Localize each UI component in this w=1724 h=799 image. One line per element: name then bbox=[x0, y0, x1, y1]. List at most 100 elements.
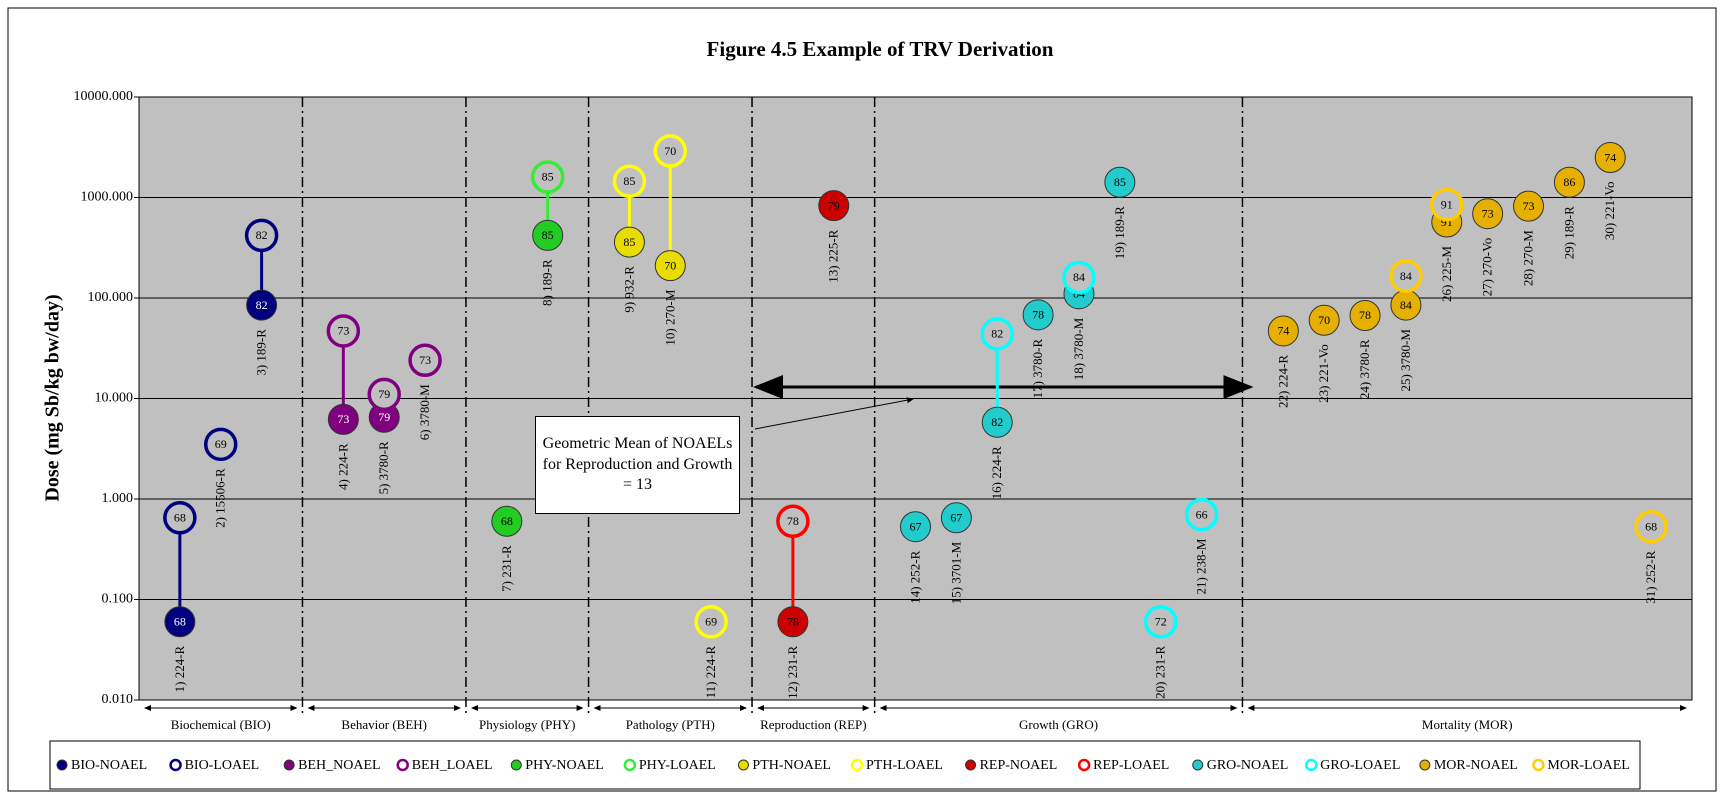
score-label: 84 bbox=[1073, 270, 1085, 284]
y-tick-label: 0.100 bbox=[102, 592, 134, 607]
score-label: 69 bbox=[215, 437, 227, 451]
score-label: 73 bbox=[419, 353, 431, 367]
score-label: 74 bbox=[1277, 324, 1289, 338]
score-label: 82 bbox=[256, 298, 268, 312]
y-tick-label: 10000.000 bbox=[74, 89, 134, 104]
score-label: 74 bbox=[1604, 150, 1616, 164]
noael-marker bbox=[1513, 190, 1545, 222]
study-label: 12) 231-R bbox=[785, 645, 800, 698]
y-tick-label: 10.000 bbox=[95, 391, 134, 406]
noael-marker bbox=[491, 505, 523, 537]
study-label: 29) 189-R bbox=[1561, 206, 1576, 259]
study-label: 22) 224-R bbox=[1275, 355, 1290, 408]
study-label: 18) 3780-M bbox=[1071, 317, 1086, 380]
score-label: 73 bbox=[337, 324, 349, 338]
study-label: 30) 221-Vo bbox=[1602, 182, 1617, 241]
group-label: Behavior (BEH) bbox=[341, 717, 427, 732]
loael-marker bbox=[1143, 605, 1178, 639]
legend-marker bbox=[56, 759, 68, 771]
legend-marker bbox=[1305, 758, 1318, 772]
legend-marker bbox=[1532, 758, 1545, 772]
loael-marker bbox=[244, 218, 279, 253]
group-label: Growth (GRO) bbox=[1019, 717, 1098, 732]
noael-marker bbox=[777, 606, 809, 638]
legend-label: PTH-LOAEL bbox=[866, 758, 943, 773]
study-label: 23) 221-Vo bbox=[1316, 344, 1331, 403]
noael-marker bbox=[1308, 304, 1340, 336]
noael-marker bbox=[818, 190, 850, 222]
loael-marker bbox=[776, 504, 810, 539]
noael-marker bbox=[246, 289, 278, 321]
noael-marker bbox=[900, 511, 931, 543]
score-label: 67 bbox=[910, 519, 922, 533]
legend-marker bbox=[283, 759, 295, 771]
noael-marker bbox=[327, 403, 359, 435]
legend-marker bbox=[510, 759, 522, 771]
group-label: Pathology (PTH) bbox=[626, 717, 715, 732]
loael-marker bbox=[203, 427, 238, 462]
group-label: Mortality (MOR) bbox=[1422, 717, 1513, 732]
loael-marker bbox=[653, 134, 688, 168]
score-label: 70 bbox=[1318, 313, 1330, 327]
score-label: 86 bbox=[1563, 175, 1575, 189]
loael-marker bbox=[980, 317, 1014, 351]
study-label: 25) 3780-M bbox=[1398, 329, 1413, 392]
legend-label: GRO-NOAEL bbox=[1207, 758, 1289, 773]
legend-label: REP-NOAEL bbox=[980, 758, 1058, 773]
study-label: 27) 270-Vo bbox=[1480, 238, 1495, 297]
study-label: 21) 238-M bbox=[1194, 538, 1209, 594]
loael-marker bbox=[163, 501, 197, 535]
legend-marker bbox=[1419, 759, 1431, 771]
score-label: 79 bbox=[378, 410, 390, 424]
score-label: 73 bbox=[1523, 199, 1535, 213]
noael-marker bbox=[164, 606, 196, 638]
loael-marker bbox=[1389, 259, 1423, 293]
legend-label: BIO-NOAEL bbox=[71, 758, 147, 773]
score-label: 78 bbox=[787, 514, 799, 528]
study-label: 24) 3780-R bbox=[1357, 339, 1372, 399]
study-label: 17) 3780-R bbox=[1030, 339, 1045, 399]
score-label: 84 bbox=[1400, 298, 1412, 312]
study-label: 1) 224-R bbox=[172, 645, 187, 692]
legend-label: PHY-NOAEL bbox=[525, 758, 604, 773]
score-label: 85 bbox=[623, 174, 635, 188]
study-label: 15) 3701-M bbox=[948, 541, 963, 604]
study-label: 2) 15506-R bbox=[213, 468, 228, 528]
score-label: 68 bbox=[501, 514, 513, 528]
legend-label: BEH_NOAEL bbox=[298, 758, 380, 773]
legend-marker bbox=[169, 758, 182, 772]
loael-marker bbox=[1184, 497, 1219, 532]
score-label: 84 bbox=[1400, 269, 1412, 283]
score-label: 73 bbox=[337, 412, 349, 426]
loael-marker bbox=[326, 314, 361, 348]
legend-label: MOR-NOAEL bbox=[1434, 758, 1518, 773]
study-label: 26) 225-M bbox=[1439, 246, 1454, 302]
study-label: 3) 189-R bbox=[254, 329, 269, 376]
study-label: 4) 224-R bbox=[335, 443, 350, 490]
noael-marker bbox=[1472, 198, 1504, 230]
study-label: 5) 3780-R bbox=[376, 441, 391, 494]
study-label: 28) 270-M bbox=[1521, 230, 1536, 286]
legend-label: REP-LOAEL bbox=[1093, 758, 1169, 773]
score-label: 78 bbox=[1359, 308, 1371, 322]
noael-marker bbox=[1022, 299, 1054, 331]
score-label: 82 bbox=[256, 228, 268, 242]
y-tick-label: 1000.000 bbox=[81, 190, 134, 205]
legend-marker bbox=[965, 759, 977, 771]
study-label: 7) 231-R bbox=[499, 545, 514, 592]
score-label: 91 bbox=[1441, 197, 1453, 211]
score-label: 82 bbox=[991, 327, 1003, 341]
study-label: 10) 270-M bbox=[662, 289, 677, 345]
score-label: 78 bbox=[1032, 308, 1044, 322]
noael-marker bbox=[613, 226, 645, 258]
legend-label: PHY-LOAEL bbox=[639, 758, 716, 773]
legend-label: GRO-LOAEL bbox=[1320, 758, 1400, 773]
loael-marker bbox=[408, 343, 442, 378]
group-label: Physiology (PHY) bbox=[479, 717, 575, 732]
score-label: 68 bbox=[174, 615, 186, 629]
y-tick-label: 1.000 bbox=[102, 491, 134, 506]
noael-marker bbox=[1267, 315, 1299, 347]
legend-label: MOR-LOAEL bbox=[1547, 758, 1629, 773]
score-label: 85 bbox=[542, 228, 554, 242]
